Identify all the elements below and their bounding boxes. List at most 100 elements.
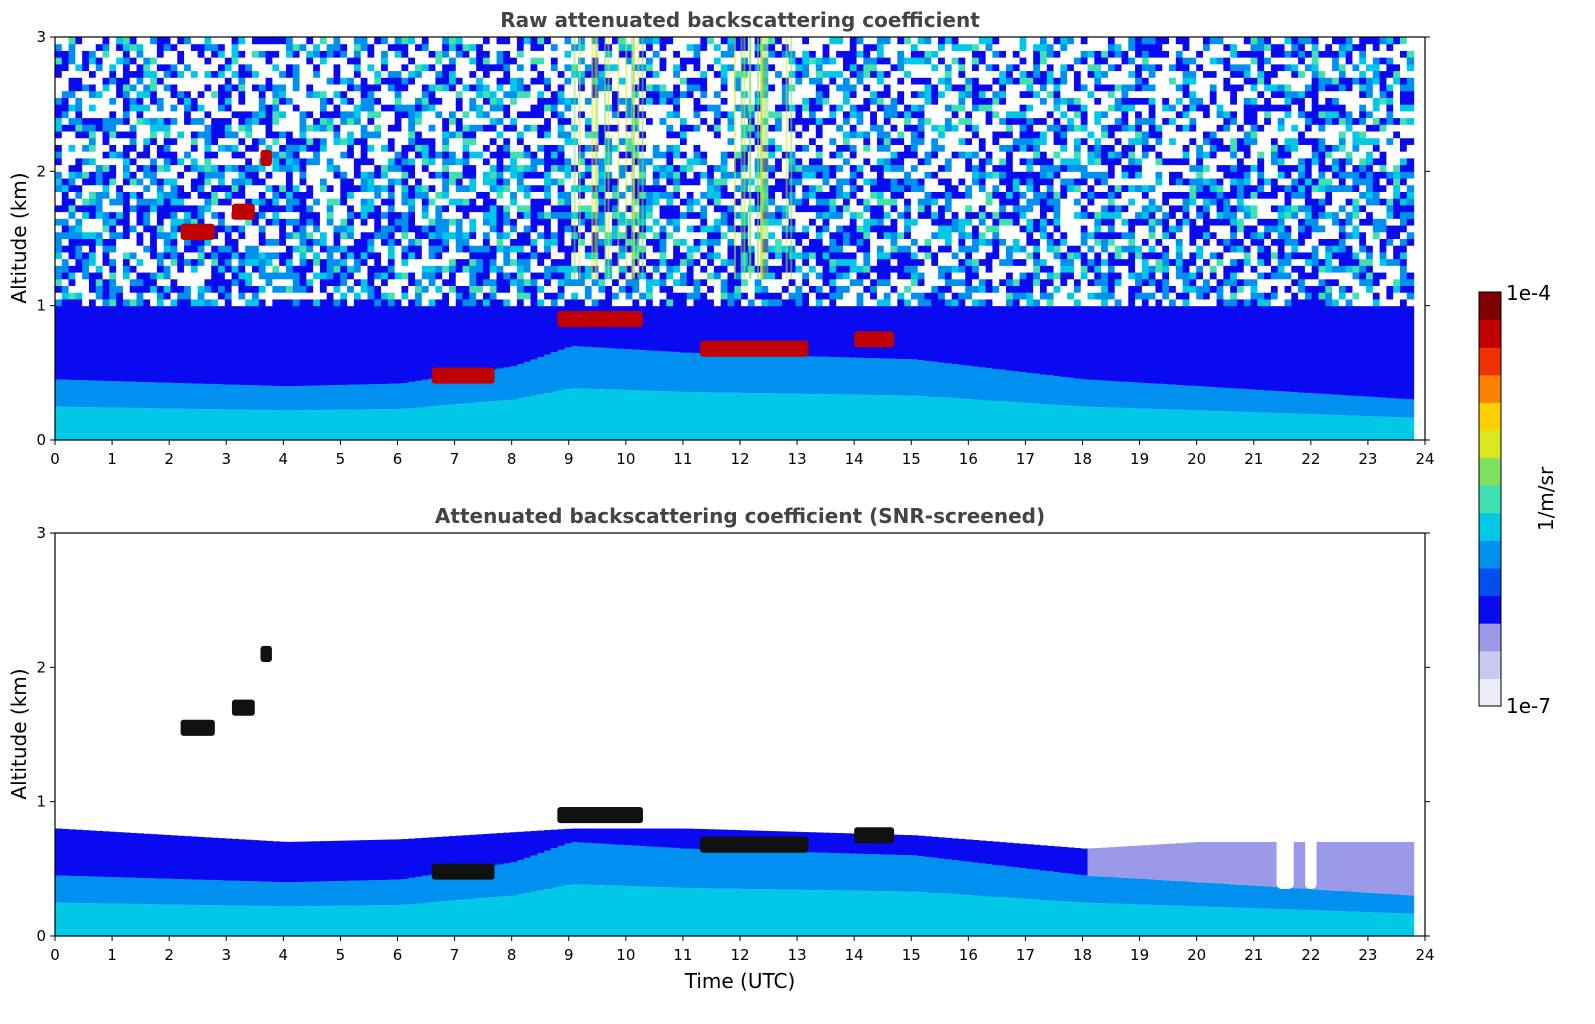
heat-cell: [435, 151, 443, 159]
heat-cell: [503, 77, 511, 85]
heat-cell: [156, 285, 165, 293]
heat-cell: [184, 191, 192, 199]
heat-cell: [564, 97, 572, 105]
heat-cell: [61, 272, 70, 280]
heat-cell: [299, 43, 307, 51]
heat-cell: [734, 191, 742, 199]
heat-cell: [360, 77, 369, 85]
heat-cell: [795, 393, 803, 440]
heat-cell: [401, 144, 409, 152]
heat-cell: [347, 43, 355, 51]
heat-cell: [829, 211, 837, 219]
heat-cell: [788, 131, 797, 139]
heat-cell: [795, 204, 803, 213]
heat-cell: [836, 104, 844, 112]
heat-cell: [679, 84, 688, 92]
heat-cell: [829, 265, 837, 273]
heat-cell: [421, 157, 430, 166]
heat-cell: [231, 97, 240, 105]
heat-cell: [394, 409, 403, 440]
heat-cell: [693, 90, 701, 98]
heat-cell: [340, 238, 348, 246]
heat-cell: [829, 184, 837, 192]
heat-cell: [306, 191, 314, 199]
heat-cell: [211, 70, 219, 78]
heat-cell: [129, 63, 138, 72]
heat-cell: [109, 84, 117, 92]
heat-cell: [319, 218, 328, 226]
heat-cell: [251, 191, 260, 199]
heat-cell: [184, 184, 192, 192]
heat-cell: [258, 124, 267, 132]
heat-cell: [109, 57, 117, 65]
heat-cell: [455, 50, 464, 58]
heat-cell: [462, 84, 470, 92]
heat-cell: [482, 43, 491, 51]
heat-cell: [156, 258, 165, 266]
heat-cell: [381, 84, 389, 92]
heat-cell: [462, 191, 470, 199]
heat-cell: [809, 204, 817, 213]
heat-cell: [333, 131, 341, 139]
heat-cell: [516, 50, 525, 58]
heat-cell: [476, 77, 484, 85]
heat-cell: [618, 171, 627, 179]
heat-cell: [374, 144, 382, 152]
heat-cell: [319, 164, 328, 172]
heat-cell: [442, 211, 450, 219]
heat-cell: [489, 184, 498, 192]
heat-cell: [632, 110, 640, 119]
heat-cell: [775, 131, 783, 139]
heat-cell: [809, 137, 817, 145]
heat-cell: [163, 43, 172, 51]
heat-cell: [387, 90, 396, 98]
heat-cell: [679, 171, 688, 179]
heat-cell: [408, 137, 416, 145]
heat-cell: [503, 70, 511, 78]
heat-cell: [156, 171, 165, 179]
heat-cell: [503, 251, 511, 260]
heat-cell: [557, 211, 566, 219]
heat-cell: [136, 104, 144, 112]
heat-cell: [408, 231, 416, 239]
heat-cell: [605, 278, 613, 287]
heat-cell: [150, 408, 158, 440]
heat-cell: [802, 272, 810, 280]
heat-cell: [292, 37, 301, 45]
heat-cell: [775, 238, 783, 246]
heat-cell: [557, 77, 566, 85]
heat-cell: [231, 258, 240, 266]
heat-cell: [523, 171, 532, 179]
heat-cell: [734, 43, 742, 51]
heat-cell: [353, 231, 362, 239]
heat-cell: [360, 251, 369, 260]
heat-cell: [381, 265, 389, 273]
heat-cell: [516, 204, 525, 213]
heat-cell: [645, 117, 654, 125]
heat-cell: [340, 151, 348, 159]
heat-cell: [455, 191, 464, 199]
heat-cell: [686, 97, 695, 105]
heat-cell: [530, 298, 538, 307]
heat-cell: [102, 204, 110, 213]
panel-raw: Raw attenuated backscattering coefficien…: [7, 8, 1435, 468]
heat-cell: [516, 211, 525, 219]
heat-cell: [75, 157, 83, 166]
heat-cell: [177, 144, 185, 152]
heat-cell: [177, 408, 185, 440]
heat-cell: [544, 137, 552, 145]
heat-cell: [822, 285, 830, 293]
heat-cell: [421, 43, 430, 51]
heat-cell: [612, 137, 620, 145]
heat-cell: [700, 90, 708, 98]
heat-cell: [795, 292, 803, 300]
heat-cell: [360, 124, 369, 132]
heat-cell: [829, 37, 837, 45]
heat-cell: [720, 57, 729, 65]
heat-cell: [415, 258, 423, 266]
heat-cell: [184, 84, 192, 92]
heat-cell: [815, 198, 824, 206]
heat-cell: [455, 305, 464, 375]
heat-cell: [347, 57, 355, 65]
heat-cell: [61, 298, 70, 307]
